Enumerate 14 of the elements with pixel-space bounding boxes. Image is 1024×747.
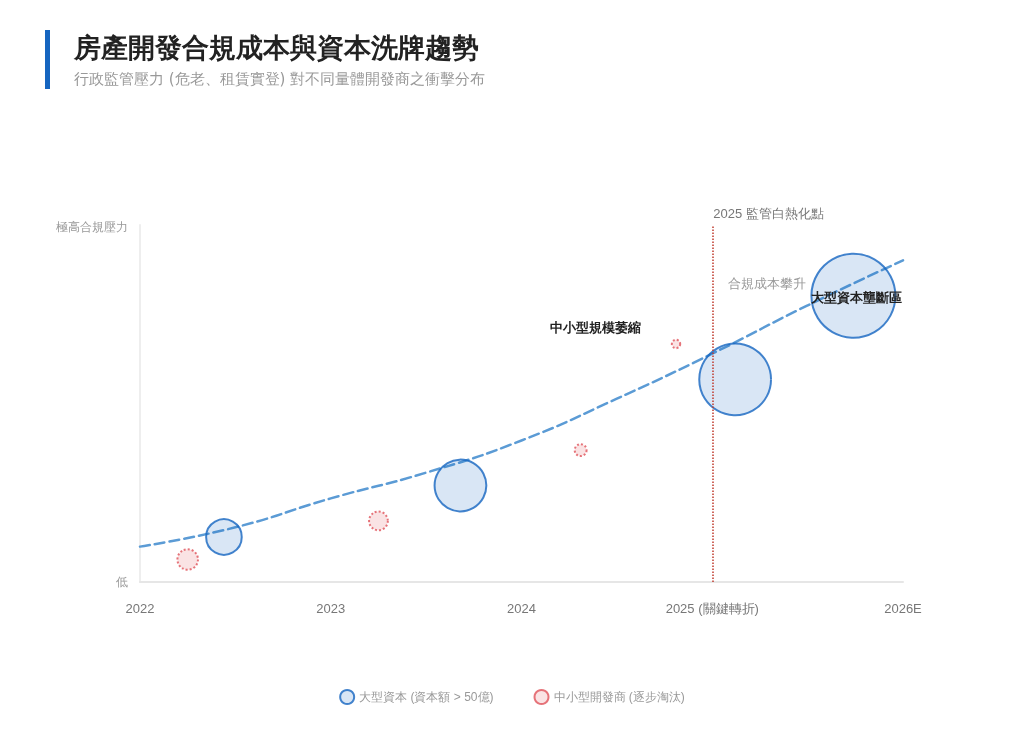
annotation: 合規成本攀升 (728, 275, 806, 291)
chart-subtitle: 行政監管壓力 (危老、租賃實登) 對不同量體開發商之衝擊分布 (74, 70, 486, 89)
ref-line-label: 2025 監管白熱化點 (713, 206, 824, 221)
x-tick-label: 2023 (316, 601, 346, 616)
x-tick-label: 2025 (關鍵轉折) (665, 601, 759, 616)
text: 低 (116, 575, 128, 589)
legend-label: 大型資本 (資本額 > 50億) (359, 690, 494, 704)
chart-title: 房產開發合規成本與資本洗牌趨勢 (74, 31, 480, 65)
x-tick-label: 2024 (507, 601, 536, 616)
x-tick-label: 2022 (125, 601, 155, 616)
x-tick-label: 2026E (884, 601, 923, 616)
text: 極高合規壓力 (56, 220, 128, 234)
legend-label: 中小型開發商 (逐步淘汰) (553, 690, 685, 704)
annotation: 中小型規模萎縮 (549, 319, 641, 335)
